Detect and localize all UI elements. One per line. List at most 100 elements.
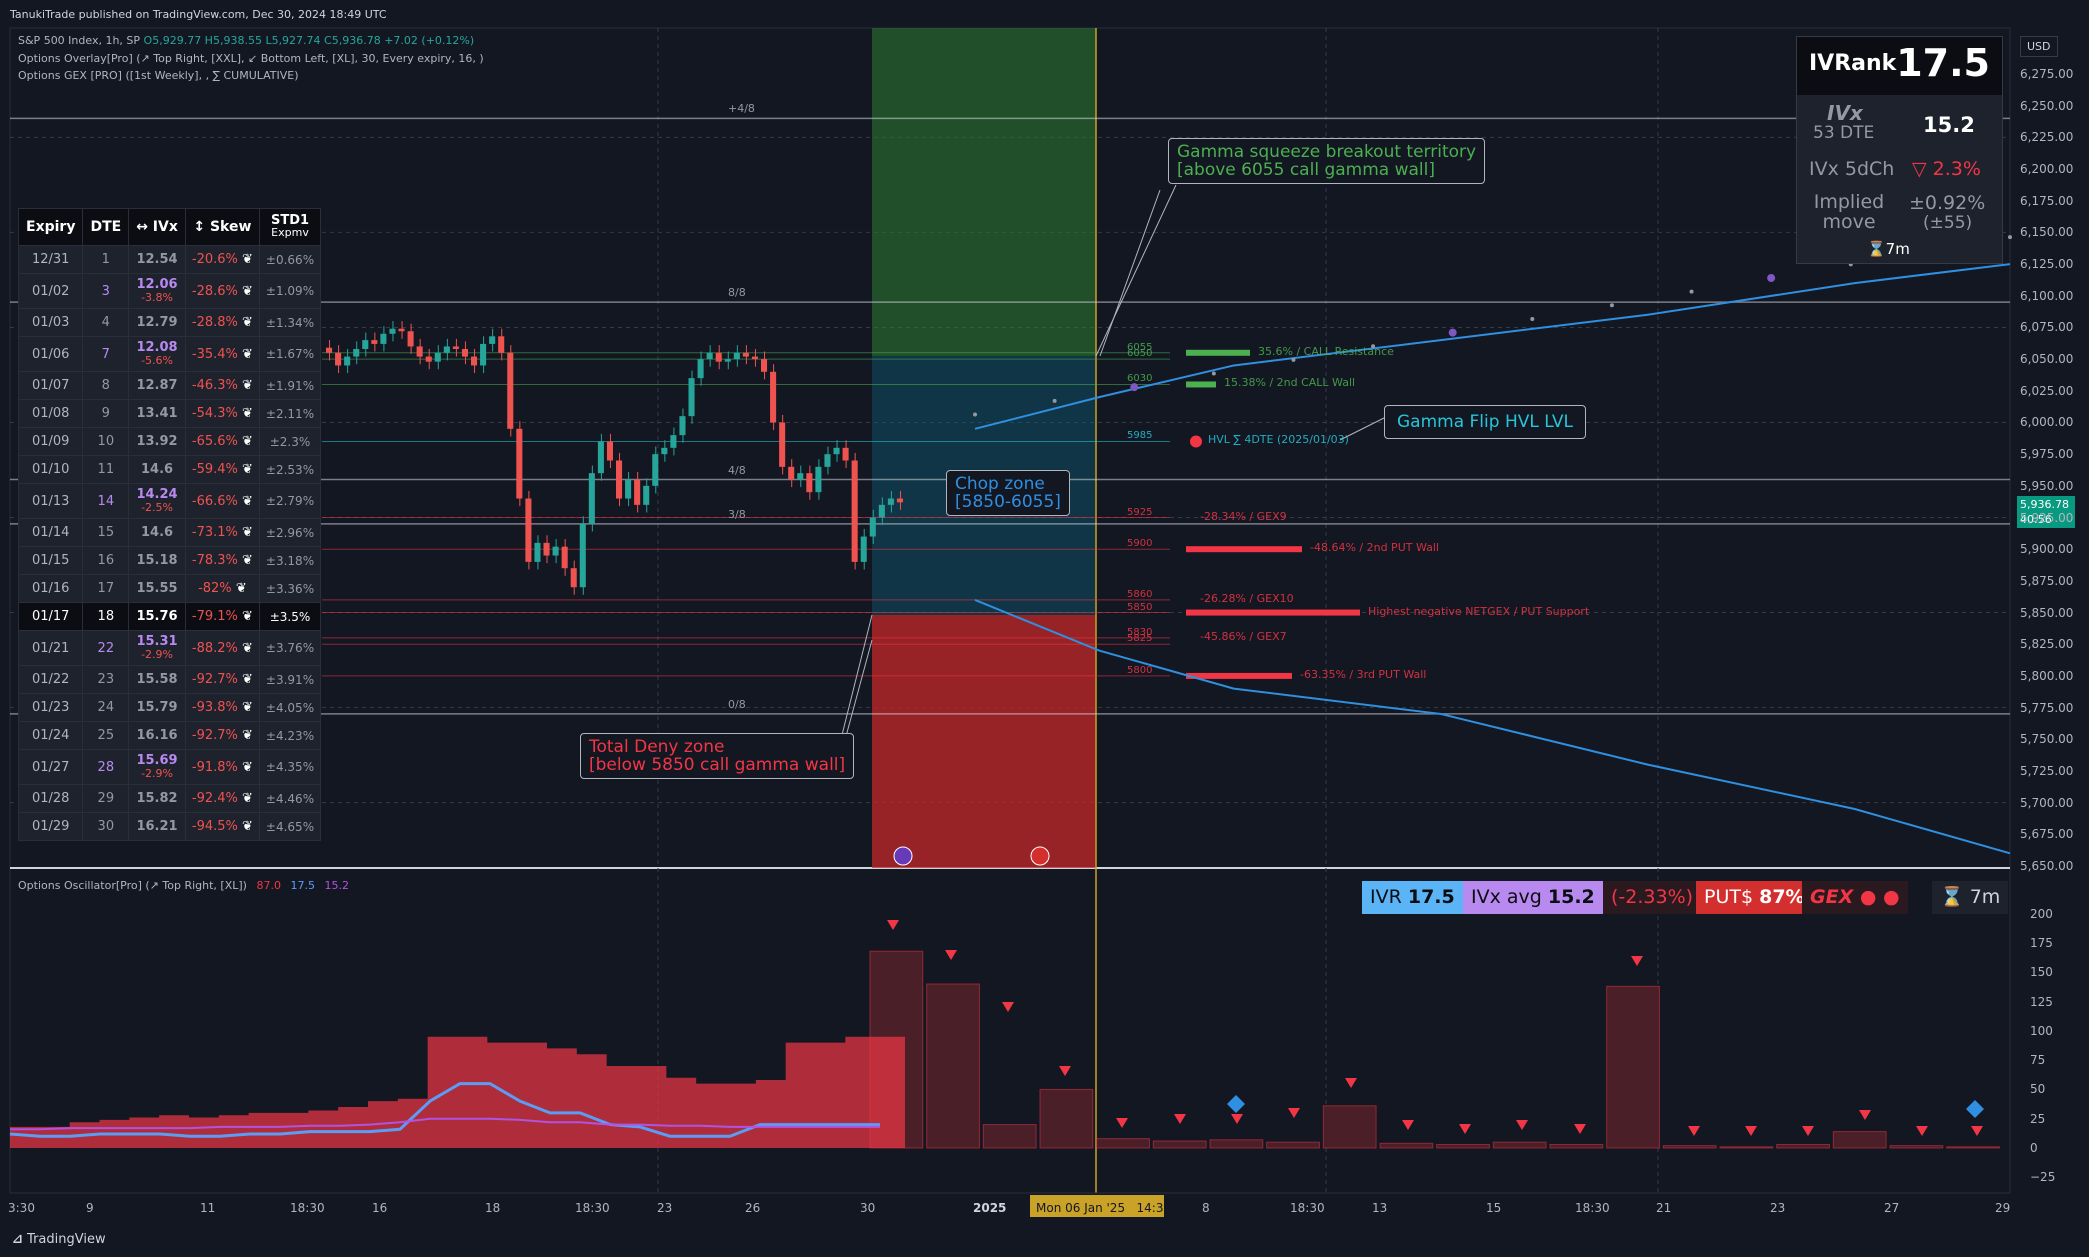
oscillator-title[interactable]: Options Oscillator[Pro] (↗ Top Right, [X…: [18, 879, 349, 892]
std-cell: ±0.66%: [258, 245, 322, 274]
price-tick: 5,725.00: [2020, 763, 2074, 778]
col-std: STD1 Expmv: [258, 208, 322, 246]
std-cell: ±3.91%: [258, 665, 322, 694]
time-tick: 8: [1202, 1201, 1210, 1215]
oscillator-markers: [887, 920, 1984, 1136]
expiry-row: 01/21 22 15.31 -2.9% -88.2% ❦ ±3.76%: [17, 630, 322, 666]
deny-pointer: [841, 614, 873, 736]
ivx-cell: 15.58: [128, 665, 186, 694]
expiry-row: 12/31 1 12.54 -20.6% ❦ ±0.66%: [17, 245, 322, 274]
expiry-row: 01/29 30 16.21 -94.5% ❦ ±4.65%: [17, 812, 322, 841]
indicator-overlay[interactable]: Options Overlay[Pro] (↗ Top Right, [XXL]…: [18, 52, 484, 65]
osc-tick: 50: [2030, 1082, 2046, 1097]
time-tick: 18:30: [1575, 1201, 1610, 1215]
price-tick: 5,825.00: [2020, 637, 2074, 652]
expiry-cell: 01/27: [17, 749, 84, 785]
symbol[interactable]: S&P 500 Index, 1h, SP: [18, 34, 141, 47]
ivx-cell: 15.31 -2.9%: [128, 630, 186, 666]
last-price-tag: [2017, 496, 2075, 528]
last-price-time: 40:56: [2020, 513, 2052, 526]
std-cell: ±2.79%: [258, 483, 322, 519]
osc-tick: 75: [2030, 1053, 2046, 1068]
last-price-value: 5,936.78: [2020, 498, 2069, 511]
level-price: 5850: [1127, 601, 1153, 613]
price-tick: 6,150.00: [2020, 225, 2074, 240]
dte-cell: 28: [82, 749, 130, 785]
skew-cell: -20.6% ❦: [184, 245, 260, 274]
expiry-cell: 01/06: [17, 336, 84, 372]
skew-icon: ❦: [242, 493, 253, 509]
level-price: 5925: [1127, 506, 1153, 518]
dte-cell: 24: [82, 693, 130, 722]
std-cell: ±1.09%: [258, 273, 322, 309]
std-cell: ±4.65%: [258, 812, 322, 841]
std-cell: ±4.05%: [258, 693, 322, 722]
time-tick: 16: [372, 1201, 388, 1215]
expiry-row: 01/10 11 14.6 -59.4% ❦ ±2.53%: [17, 455, 322, 484]
price-tick: 5,650.00: [2020, 859, 2074, 873]
ivx-cell: 12.79: [128, 308, 186, 337]
time-tick: 3:30: [8, 1201, 35, 1215]
murrey-label: 8/8: [728, 286, 746, 300]
expiry-row: 01/24 25 16.16 -92.7% ❦ ±4.23%: [17, 721, 322, 750]
level-label: 35.6% / CALL Resistance: [1258, 344, 1394, 358]
osc-tick: 100: [2030, 1023, 2053, 1038]
symbol-line: S&P 500 Index, 1h, SP O5,929.77 H5,938.5…: [18, 34, 474, 47]
gamma-squeeze-zone: [872, 28, 1096, 356]
skew-cell: -66.6% ❦: [184, 483, 260, 519]
skew-cell: -65.6% ❦: [184, 427, 260, 456]
skew-icon: ❦: [242, 462, 253, 477]
expiry-row: 01/17 18 15.76 -79.1% ❦ ±3.5%: [17, 602, 322, 631]
skew-cell: -88.2% ❦: [184, 630, 260, 666]
us-flag-icon[interactable]: [1030, 846, 1050, 866]
event-icon[interactable]: [893, 846, 913, 866]
ivrank-label: IVRank: [1809, 51, 1897, 76]
std-cell: ±4.35%: [258, 749, 322, 785]
implied-value: ±0.92%: [1909, 192, 1986, 214]
expiry-cell: 01/07: [17, 371, 84, 400]
skew-icon: ❦: [242, 378, 253, 393]
ivx-cell: 16.16: [128, 721, 186, 750]
expiry-cell: 01/03: [17, 308, 84, 337]
expiry-row: 01/27 28 15.69 -2.9% -91.8% ❦ ±4.35%: [17, 749, 322, 785]
skew-cell: -92.7% ❦: [184, 721, 260, 750]
currency-button[interactable]: USD: [2020, 36, 2058, 57]
chop-zone-callout: Chop zone [5850-6055]: [946, 470, 1070, 516]
expiry-row: 01/02 3 12.06 -3.8% -28.6% ❦ ±1.09%: [17, 273, 322, 309]
indicator-gex[interactable]: Options GEX [PRO] ([1st Weekly], , ∑ CUM…: [18, 69, 299, 82]
level-price: 5860: [1127, 588, 1153, 600]
level-price: 5830: [1127, 626, 1153, 638]
expiry-row: 01/28 29 15.82 -92.4% ❦ ±4.46%: [17, 784, 322, 813]
skew-icon: ❦: [242, 252, 253, 267]
tv-logo-icon: ⊿: [12, 1232, 23, 1247]
murrey-label: 0/8: [728, 697, 746, 711]
std-cell: ±2.96%: [258, 518, 322, 547]
expiry-row: 01/08 9 13.41 -54.3% ❦ ±2.11%: [17, 399, 322, 428]
dte-cell: 17: [82, 574, 130, 603]
expiry-cell: 01/15: [17, 546, 84, 575]
expiry-cell: 01/02: [17, 273, 84, 309]
skew-icon: ❦: [242, 759, 253, 775]
oscillator-ivr-line: [9, 1082, 880, 1138]
price-tick: 6,175.00: [2020, 193, 2074, 208]
price-tick: 5,975.00: [2020, 447, 2074, 462]
deny-zone: [872, 615, 1096, 868]
level-label: -26.28% / GEX10: [1200, 591, 1294, 605]
ivx-avg-badge: IVx avg 15.2: [1463, 881, 1603, 914]
level-label: -63.35% / 3rd PUT Wall: [1300, 667, 1427, 681]
price-tick: 5,775.00: [2020, 700, 2074, 715]
skew-icon: ❦: [242, 283, 253, 299]
ohlc: O5,929.77 H5,938.55 L5,927.74 C5,936.78 …: [143, 34, 475, 47]
col-ivx: ↔ IVx: [128, 208, 186, 246]
skew-icon: ❦: [242, 672, 253, 687]
ivx-cell: 16.21: [128, 812, 186, 841]
osc-tick: 175: [2030, 936, 2053, 950]
osc-timer: ⌛ 7m: [1932, 881, 2009, 914]
skew-icon: ❦: [242, 553, 253, 568]
ivx-cell: 15.82: [128, 784, 186, 813]
price-tick: 5,675.00: [2020, 827, 2074, 842]
published-line: TanukiTrade published on TradingView.com…: [10, 8, 387, 21]
tradingview-logo[interactable]: ⊿ TradingView: [12, 1232, 106, 1247]
flip-pointer: [1339, 417, 1385, 441]
